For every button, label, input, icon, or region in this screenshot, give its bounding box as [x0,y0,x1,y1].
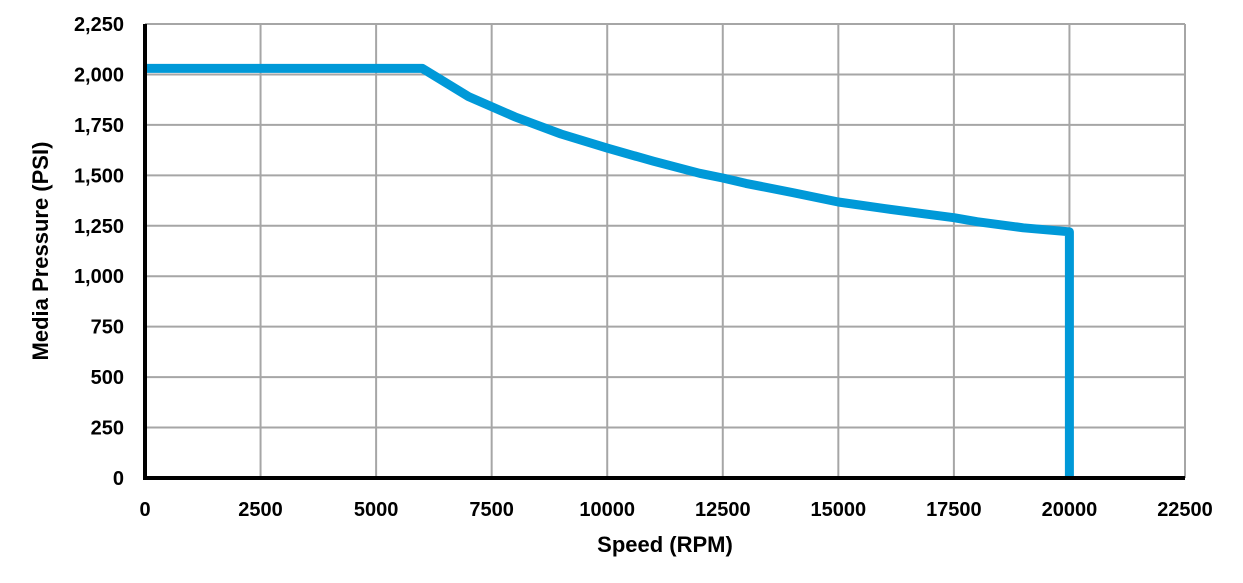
x-tick-label: 15000 [811,499,867,521]
x-tick-label: 7500 [469,499,514,521]
y-tick-label: 250 [91,418,124,440]
y-tick-label: 0 [113,468,124,490]
x-tick-label: 10000 [579,499,635,521]
x-tick-label: 0 [139,499,150,521]
y-axis-title: Media Pressure (PSI) [28,142,53,361]
y-tick-label: 750 [91,317,124,339]
x-axis-ticks: 0 2500 5000 7500 10000 12500 15000 17500 20000 22… [139,499,1212,521]
y-tick-label: 500 [91,367,124,389]
y-tick-label: 2,250 [74,14,124,36]
x-tick-label: 22500 [1157,499,1213,521]
y-tick-label: 1,750 [74,115,124,137]
y-axis-ticks: 0 250 500 750 1,000 1,250 1,500 1,750 2,000 2,250 [74,14,124,490]
y-tick-label: 2,000 [74,64,124,86]
y-tick-label: 1,250 [74,216,124,238]
pressure-curve [145,63,1074,478]
x-tick-label: 12500 [695,499,751,521]
x-axis-title: Speed (RPM) [597,532,733,557]
y-tick-label: 1,000 [74,266,124,288]
x-tick-label: 20000 [1042,499,1098,521]
y-tick-label: 1,500 [74,165,124,187]
x-tick-label: 17500 [926,499,982,521]
gridlines [145,23,1186,478]
x-tick-label: 5000 [354,499,399,521]
x-tick-label: 2500 [238,499,283,521]
